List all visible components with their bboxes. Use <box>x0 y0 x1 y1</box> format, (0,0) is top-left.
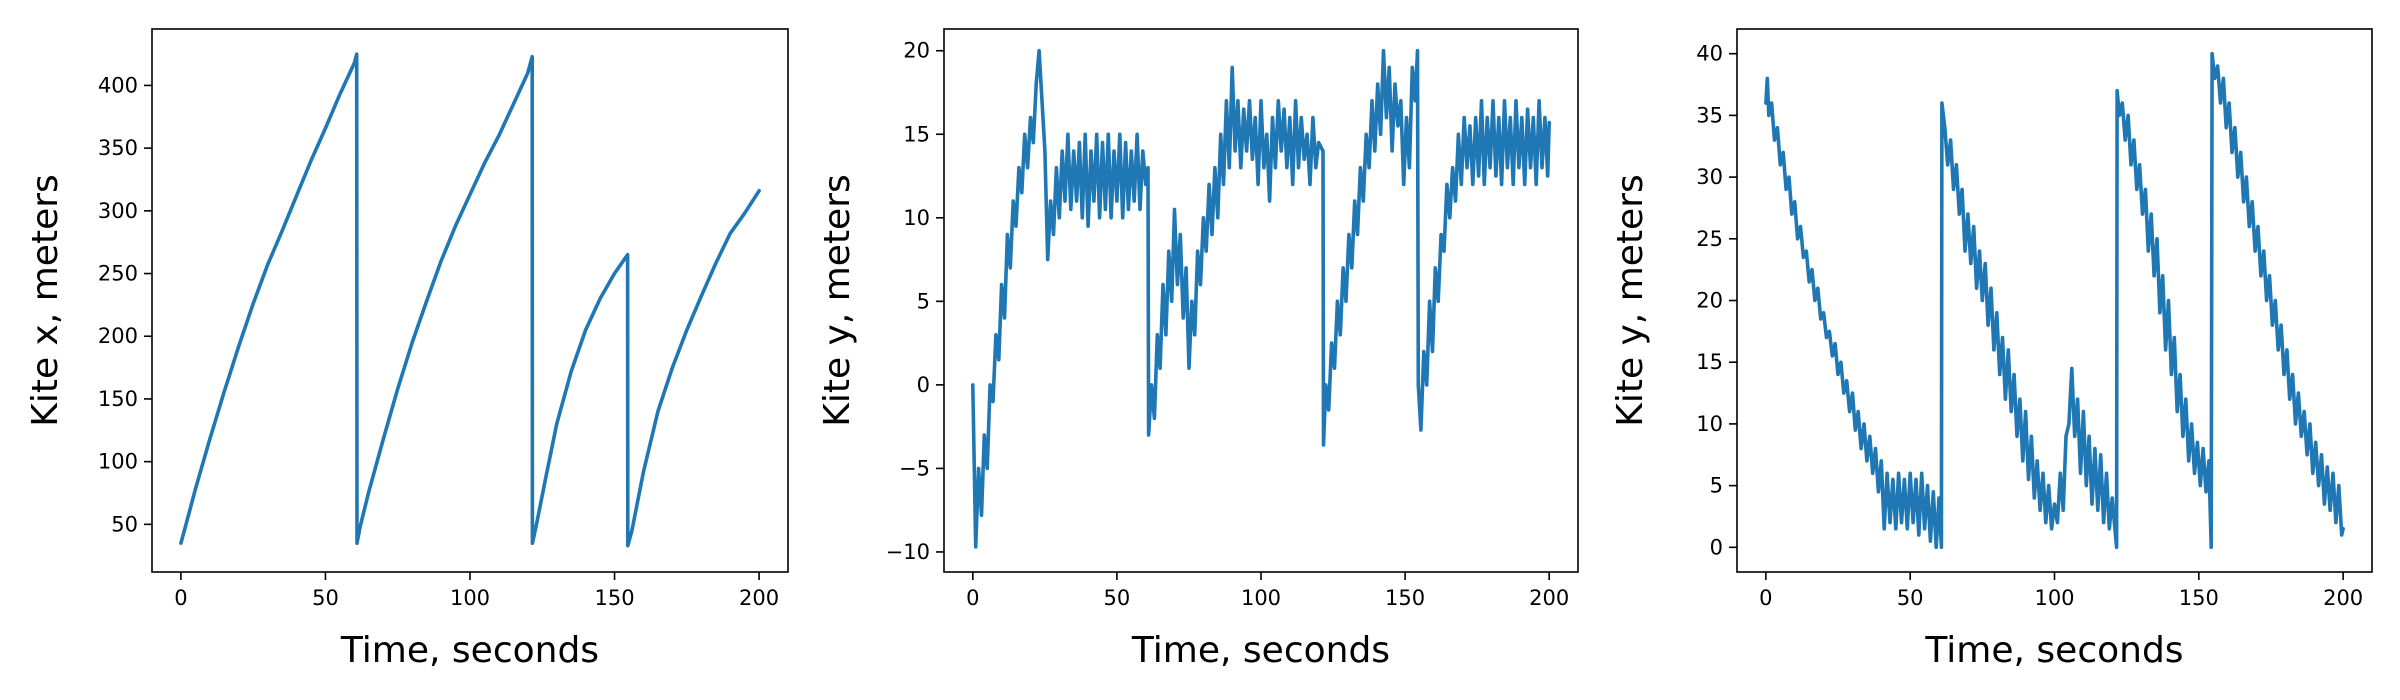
x-tick-label: 150 <box>594 586 634 610</box>
x-tick-label: 200 <box>1529 586 1569 610</box>
y-tick-label: −10 <box>886 540 930 564</box>
y-axis-label: Kite y, meters <box>817 174 858 427</box>
x-axis-label: Time, seconds <box>1924 630 2183 671</box>
y-tick-label: 15 <box>903 122 930 146</box>
series-line <box>971 48 1551 549</box>
x-tick-label: 200 <box>2323 586 2363 610</box>
y-tick-label: 50 <box>111 512 138 536</box>
y-axis-label: Kite y, meters <box>1610 174 1651 427</box>
x-tick-label: 0 <box>1759 586 1772 610</box>
y-tick-label: −5 <box>899 456 930 480</box>
y-tick-label: 10 <box>903 206 930 230</box>
x-tick-label: 50 <box>312 586 339 610</box>
y-tick-label: 40 <box>1696 42 1723 66</box>
x-tick-label: 100 <box>2034 586 2074 610</box>
chart-panel-1: 0 50 100 150 200 50 100 150 200 250 300 350 400 Time,… <box>25 28 789 671</box>
y-tick-label: 250 <box>98 262 138 286</box>
chart-panel-2: 0 50 100 150 200 −10 −5 0 5 10 15 20 Time, seconds Ki… <box>817 28 1579 671</box>
x-tick-label: 100 <box>450 586 490 610</box>
x-axis-label: Time, seconds <box>340 630 599 671</box>
y-tick-label: 350 <box>98 136 138 160</box>
y-tick-label: 25 <box>1696 227 1723 251</box>
y-tick-label: 400 <box>98 73 138 97</box>
y-tick-label: 30 <box>1696 165 1723 189</box>
x-tick-label: 150 <box>2179 586 2219 610</box>
x-tick-label: 0 <box>966 586 979 610</box>
y-tick-label: 0 <box>1710 535 1723 559</box>
y-tick-label: 20 <box>903 39 930 63</box>
y-tick-label: 200 <box>98 324 138 348</box>
x-tick-label: 50 <box>1104 586 1131 610</box>
x-tick-label: 100 <box>1241 586 1281 610</box>
y-tick-label: 300 <box>98 199 138 223</box>
y-tick-label: 100 <box>98 450 138 474</box>
x-tick-label: 50 <box>1897 586 1924 610</box>
chart-panel-3: 0 50 100 150 200 0 5 10 15 20 25 30 35 40 Time, second… <box>1610 28 2373 671</box>
y-tick-label: 150 <box>98 387 138 411</box>
y-tick-label: 15 <box>1696 350 1723 374</box>
y-tick-label: 0 <box>917 373 930 397</box>
series-line <box>179 52 761 548</box>
x-tick-label: 200 <box>739 586 779 610</box>
plot-area-frame <box>151 28 789 573</box>
y-tick-label: 5 <box>1710 474 1723 498</box>
y-tick-label: 10 <box>1696 412 1723 436</box>
y-tick-label: 20 <box>1696 289 1723 313</box>
x-tick-label: 150 <box>1385 586 1425 610</box>
y-tick-label: 35 <box>1696 103 1723 127</box>
x-tick-label: 0 <box>174 586 187 610</box>
y-tick-label: 5 <box>917 289 930 313</box>
x-axis-label: Time, seconds <box>1131 630 1390 671</box>
series-line <box>1764 51 2345 550</box>
y-axis-label: Kite x, meters <box>25 174 66 427</box>
